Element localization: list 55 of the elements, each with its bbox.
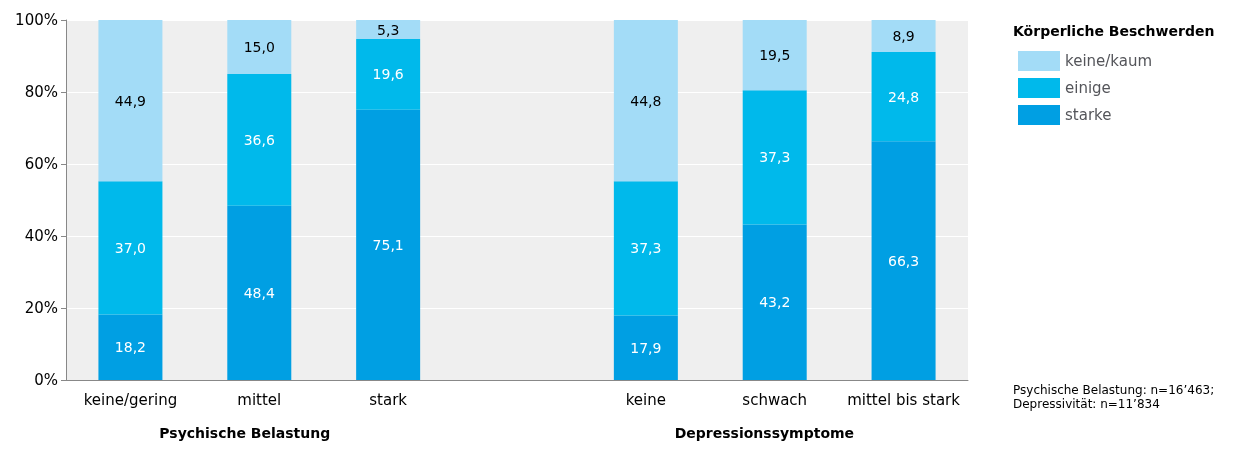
y-tick-label: 0% — [34, 371, 58, 389]
bar — [98, 20, 163, 182]
bar — [227, 74, 292, 206]
bar — [98, 314, 163, 380]
data-label: 37,3 — [759, 149, 791, 166]
bar — [613, 315, 678, 380]
x-tick-label: mittel — [237, 390, 282, 409]
bar — [742, 90, 807, 225]
bar — [227, 205, 292, 380]
data-label: 66,3 — [887, 252, 920, 269]
data-label: 36,6 — [243, 131, 275, 148]
data-label: 44,8 — [630, 92, 662, 109]
data-label: 18,2 — [114, 339, 147, 356]
bar — [356, 109, 421, 380]
bar — [871, 52, 936, 142]
x-tick-label: keine/gering — [83, 390, 178, 409]
bar — [356, 20, 421, 40]
bar — [742, 20, 807, 91]
text: Psychische Belastung — [159, 425, 331, 441]
data-label: 37,3 — [630, 240, 662, 257]
bar — [871, 141, 936, 380]
x-tick-label: stark — [369, 390, 408, 409]
legend-label: einige — [1065, 79, 1111, 97]
data-label: 8,9 — [892, 28, 915, 45]
x-tick-label: keine — [625, 390, 667, 409]
legend-title: Körperliche Beschwerden — [1013, 23, 1215, 39]
y-tick-label: 60% — [24, 155, 58, 173]
x-tick-label: schwach — [742, 390, 808, 409]
data-label: 17,9 — [630, 339, 662, 356]
data-label: 19,5 — [759, 47, 791, 64]
data-label: 75,1 — [372, 236, 404, 253]
bar — [742, 224, 807, 380]
data-label: 15,0 — [243, 39, 275, 55]
text: Depressionssymptome — [674, 425, 855, 441]
data-label: 5,3 — [377, 21, 400, 38]
bar — [356, 39, 421, 110]
bar — [871, 20, 936, 53]
data-label: 37,0 — [114, 239, 147, 256]
legend-label: keine/kaum — [1065, 52, 1153, 70]
bar — [227, 20, 292, 74]
data-label: 43,2 — [759, 294, 791, 311]
y-tick-label: 40% — [24, 227, 58, 245]
data-label: 24,8 — [887, 88, 920, 105]
data-label: 44,9 — [114, 92, 147, 109]
data-label: 19,6 — [372, 66, 404, 83]
y-tick-label: 20% — [24, 299, 58, 317]
bar — [613, 20, 678, 182]
legend-label: starke — [1065, 106, 1112, 124]
x-tick-label: mittel bis stark — [847, 390, 961, 409]
text: Psychische Belastung: n=16’463; Depressivität: n=11’834 — [1013, 383, 1215, 411]
y-tick-label: 100% — [15, 11, 58, 29]
y-tick-label: 80% — [24, 83, 58, 101]
data-label: 48,4 — [243, 284, 275, 301]
bar — [98, 181, 163, 315]
bar — [613, 181, 678, 316]
